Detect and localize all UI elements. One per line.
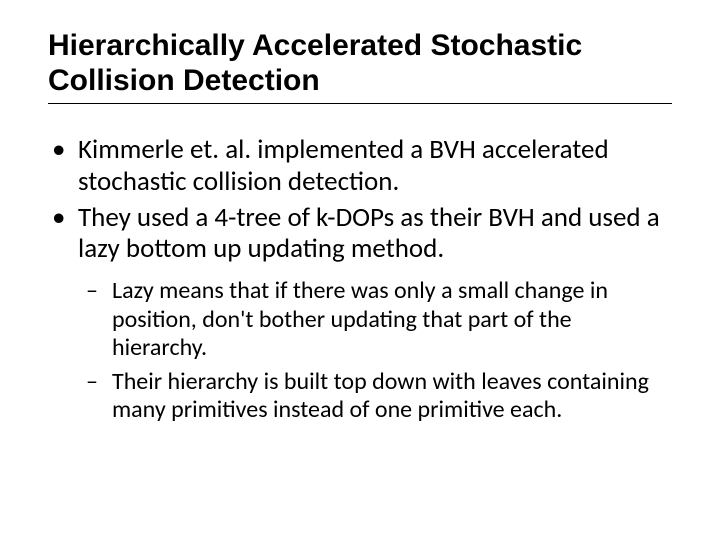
list-item: They used a 4-tree of k-DOPs as their BV… xyxy=(48,202,672,425)
list-item: Lazy means that if there was only a smal… xyxy=(84,277,672,362)
list-item: Kimmerle et. al. implemented a BVH accel… xyxy=(48,134,672,198)
bullet-list-level-2: Lazy means that if there was only a smal… xyxy=(78,277,672,425)
bullet-text: Their hierarchy is built top down with l… xyxy=(112,367,649,424)
bullet-text: Kimmerle et. al. implemented a BVH accel… xyxy=(78,133,609,198)
bullet-text: They used a 4-tree of k-DOPs as their BV… xyxy=(78,201,660,266)
slide-title: Hierarchically Accelerated Stochastic Co… xyxy=(48,28,672,104)
bullet-list-level-1: Kimmerle et. al. implemented a BVH accel… xyxy=(48,134,672,425)
list-item: Their hierarchy is built top down with l… xyxy=(84,368,672,425)
bullet-text: Lazy means that if there was only a smal… xyxy=(112,276,608,362)
